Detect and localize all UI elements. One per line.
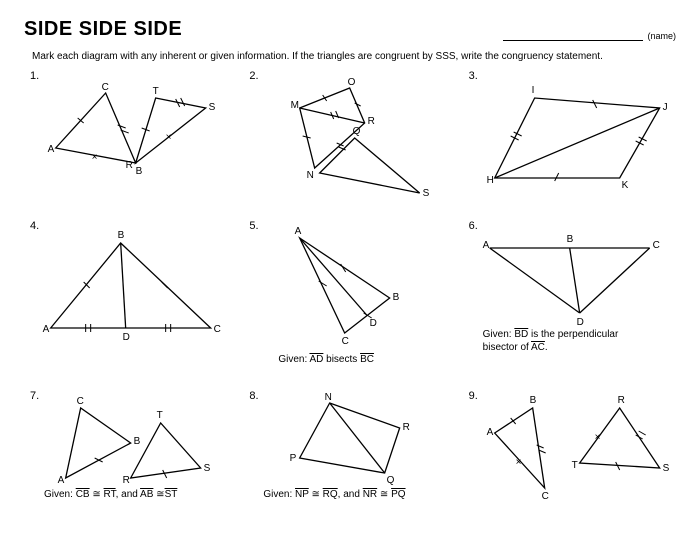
name-rule[interactable]	[503, 27, 643, 41]
problem-number: 4.	[30, 220, 39, 232]
problem-number: 5.	[249, 220, 258, 232]
svg-text:C: C	[541, 491, 548, 502]
diagram-1: × × A C B T S R	[24, 68, 237, 218]
problem-3: 3. I J H K	[463, 68, 676, 218]
svg-text:A: A	[48, 144, 55, 155]
svg-text:×: ×	[92, 152, 98, 163]
problem-number: 9.	[469, 390, 478, 402]
svg-text:A: A	[58, 475, 65, 486]
svg-text:K: K	[621, 180, 628, 191]
svg-text:B: B	[136, 166, 143, 177]
svg-text:Q: Q	[353, 126, 361, 137]
given-6: Given: BD is the perpendicular bisector …	[483, 328, 653, 354]
svg-text:T: T	[571, 460, 577, 471]
svg-text:B: B	[566, 234, 573, 245]
problem-1: 1. × × A C B T S R	[24, 68, 237, 218]
svg-text:A: A	[482, 240, 489, 251]
svg-text:R: R	[617, 395, 624, 406]
header: SIDE SIDE SIDE (name)	[24, 18, 676, 41]
problem-9: 9. × × A B C T R S	[463, 388, 676, 528]
svg-text:I: I	[531, 85, 534, 96]
svg-text:B: B	[134, 436, 141, 447]
svg-text:B: B	[529, 395, 536, 406]
problem-number: 7.	[30, 390, 39, 402]
svg-text:Q: Q	[387, 475, 395, 486]
problem-6: 6. A B C D Given: BD is the perpendicular b…	[463, 218, 676, 388]
svg-text:O: O	[348, 77, 356, 88]
svg-text:B: B	[118, 230, 125, 241]
svg-text:×: ×	[515, 457, 521, 468]
svg-text:B: B	[393, 292, 400, 303]
svg-text:T: T	[157, 410, 163, 421]
problem-number: 8.	[249, 390, 258, 402]
svg-text:P: P	[290, 453, 297, 464]
given-8: Given: NP ≅ RQ, and NR ≅ PQ	[263, 488, 405, 501]
svg-text:S: S	[662, 463, 669, 474]
given-7: Given: CB ≅ RT, and AB ≅ST	[44, 488, 177, 501]
problem-5: 5. A B C D Given: AD bisects BC	[243, 218, 456, 388]
svg-text:S: S	[204, 463, 211, 474]
page-title: SIDE SIDE SIDE	[24, 18, 182, 41]
svg-text:D: D	[370, 318, 377, 329]
problem-8: 8. N R Q P Given: NP ≅ RQ, and NR ≅ PQ	[243, 388, 456, 528]
svg-text:M: M	[291, 100, 299, 111]
svg-text:R: R	[368, 116, 375, 127]
problem-grid: 1. × × A C B T S R 2. M O R N	[24, 68, 676, 528]
svg-text:H: H	[486, 175, 493, 186]
svg-text:C: C	[652, 240, 659, 251]
problem-number: 6.	[469, 220, 478, 232]
svg-text:A: A	[43, 324, 50, 335]
svg-text:R: R	[403, 422, 410, 433]
problem-number: 2.	[249, 70, 258, 82]
instructions: Mark each diagram with any inherent or g…	[24, 51, 676, 62]
svg-text:C: C	[77, 396, 84, 407]
svg-text:N: N	[307, 170, 314, 181]
svg-text:D: D	[576, 317, 583, 328]
svg-text:C: C	[214, 324, 221, 335]
problem-7: 7. A C B R T S Given: CB ≅ RT, and AB ≅ST	[24, 388, 237, 528]
given-5: Given: AD bisects BC	[278, 353, 374, 366]
problem-2: 2. M O R N Q S	[243, 68, 456, 218]
svg-text:A: A	[486, 427, 493, 438]
svg-text:T: T	[153, 86, 159, 97]
svg-text:R: R	[126, 160, 133, 171]
diagram-4: A B D C	[24, 218, 237, 388]
svg-text:D: D	[123, 332, 130, 343]
svg-text:N: N	[325, 392, 332, 403]
svg-text:S: S	[209, 102, 216, 113]
problem-number: 3.	[469, 70, 478, 82]
svg-text:A: A	[295, 226, 302, 237]
name-label: (name)	[647, 31, 676, 41]
svg-text:C: C	[102, 82, 109, 93]
name-field: (name)	[503, 27, 676, 41]
diagram-2: M O R N Q S	[243, 68, 456, 218]
diagram-7: A C B R T S	[24, 388, 237, 528]
diagram-8: N R Q P	[243, 388, 456, 528]
diagram-3: I J H K	[463, 68, 676, 218]
svg-text:R: R	[123, 475, 130, 486]
svg-text:S: S	[423, 188, 430, 199]
problem-number: 1.	[30, 70, 39, 82]
diagram-6: A B C D	[463, 218, 676, 388]
svg-text:×: ×	[166, 132, 172, 143]
diagram-9: × × A B C T R S	[463, 388, 676, 528]
svg-text:J: J	[662, 102, 667, 113]
svg-text:C: C	[342, 336, 349, 347]
svg-text:×: ×	[594, 432, 600, 443]
problem-4: 4. A B D C	[24, 218, 237, 388]
